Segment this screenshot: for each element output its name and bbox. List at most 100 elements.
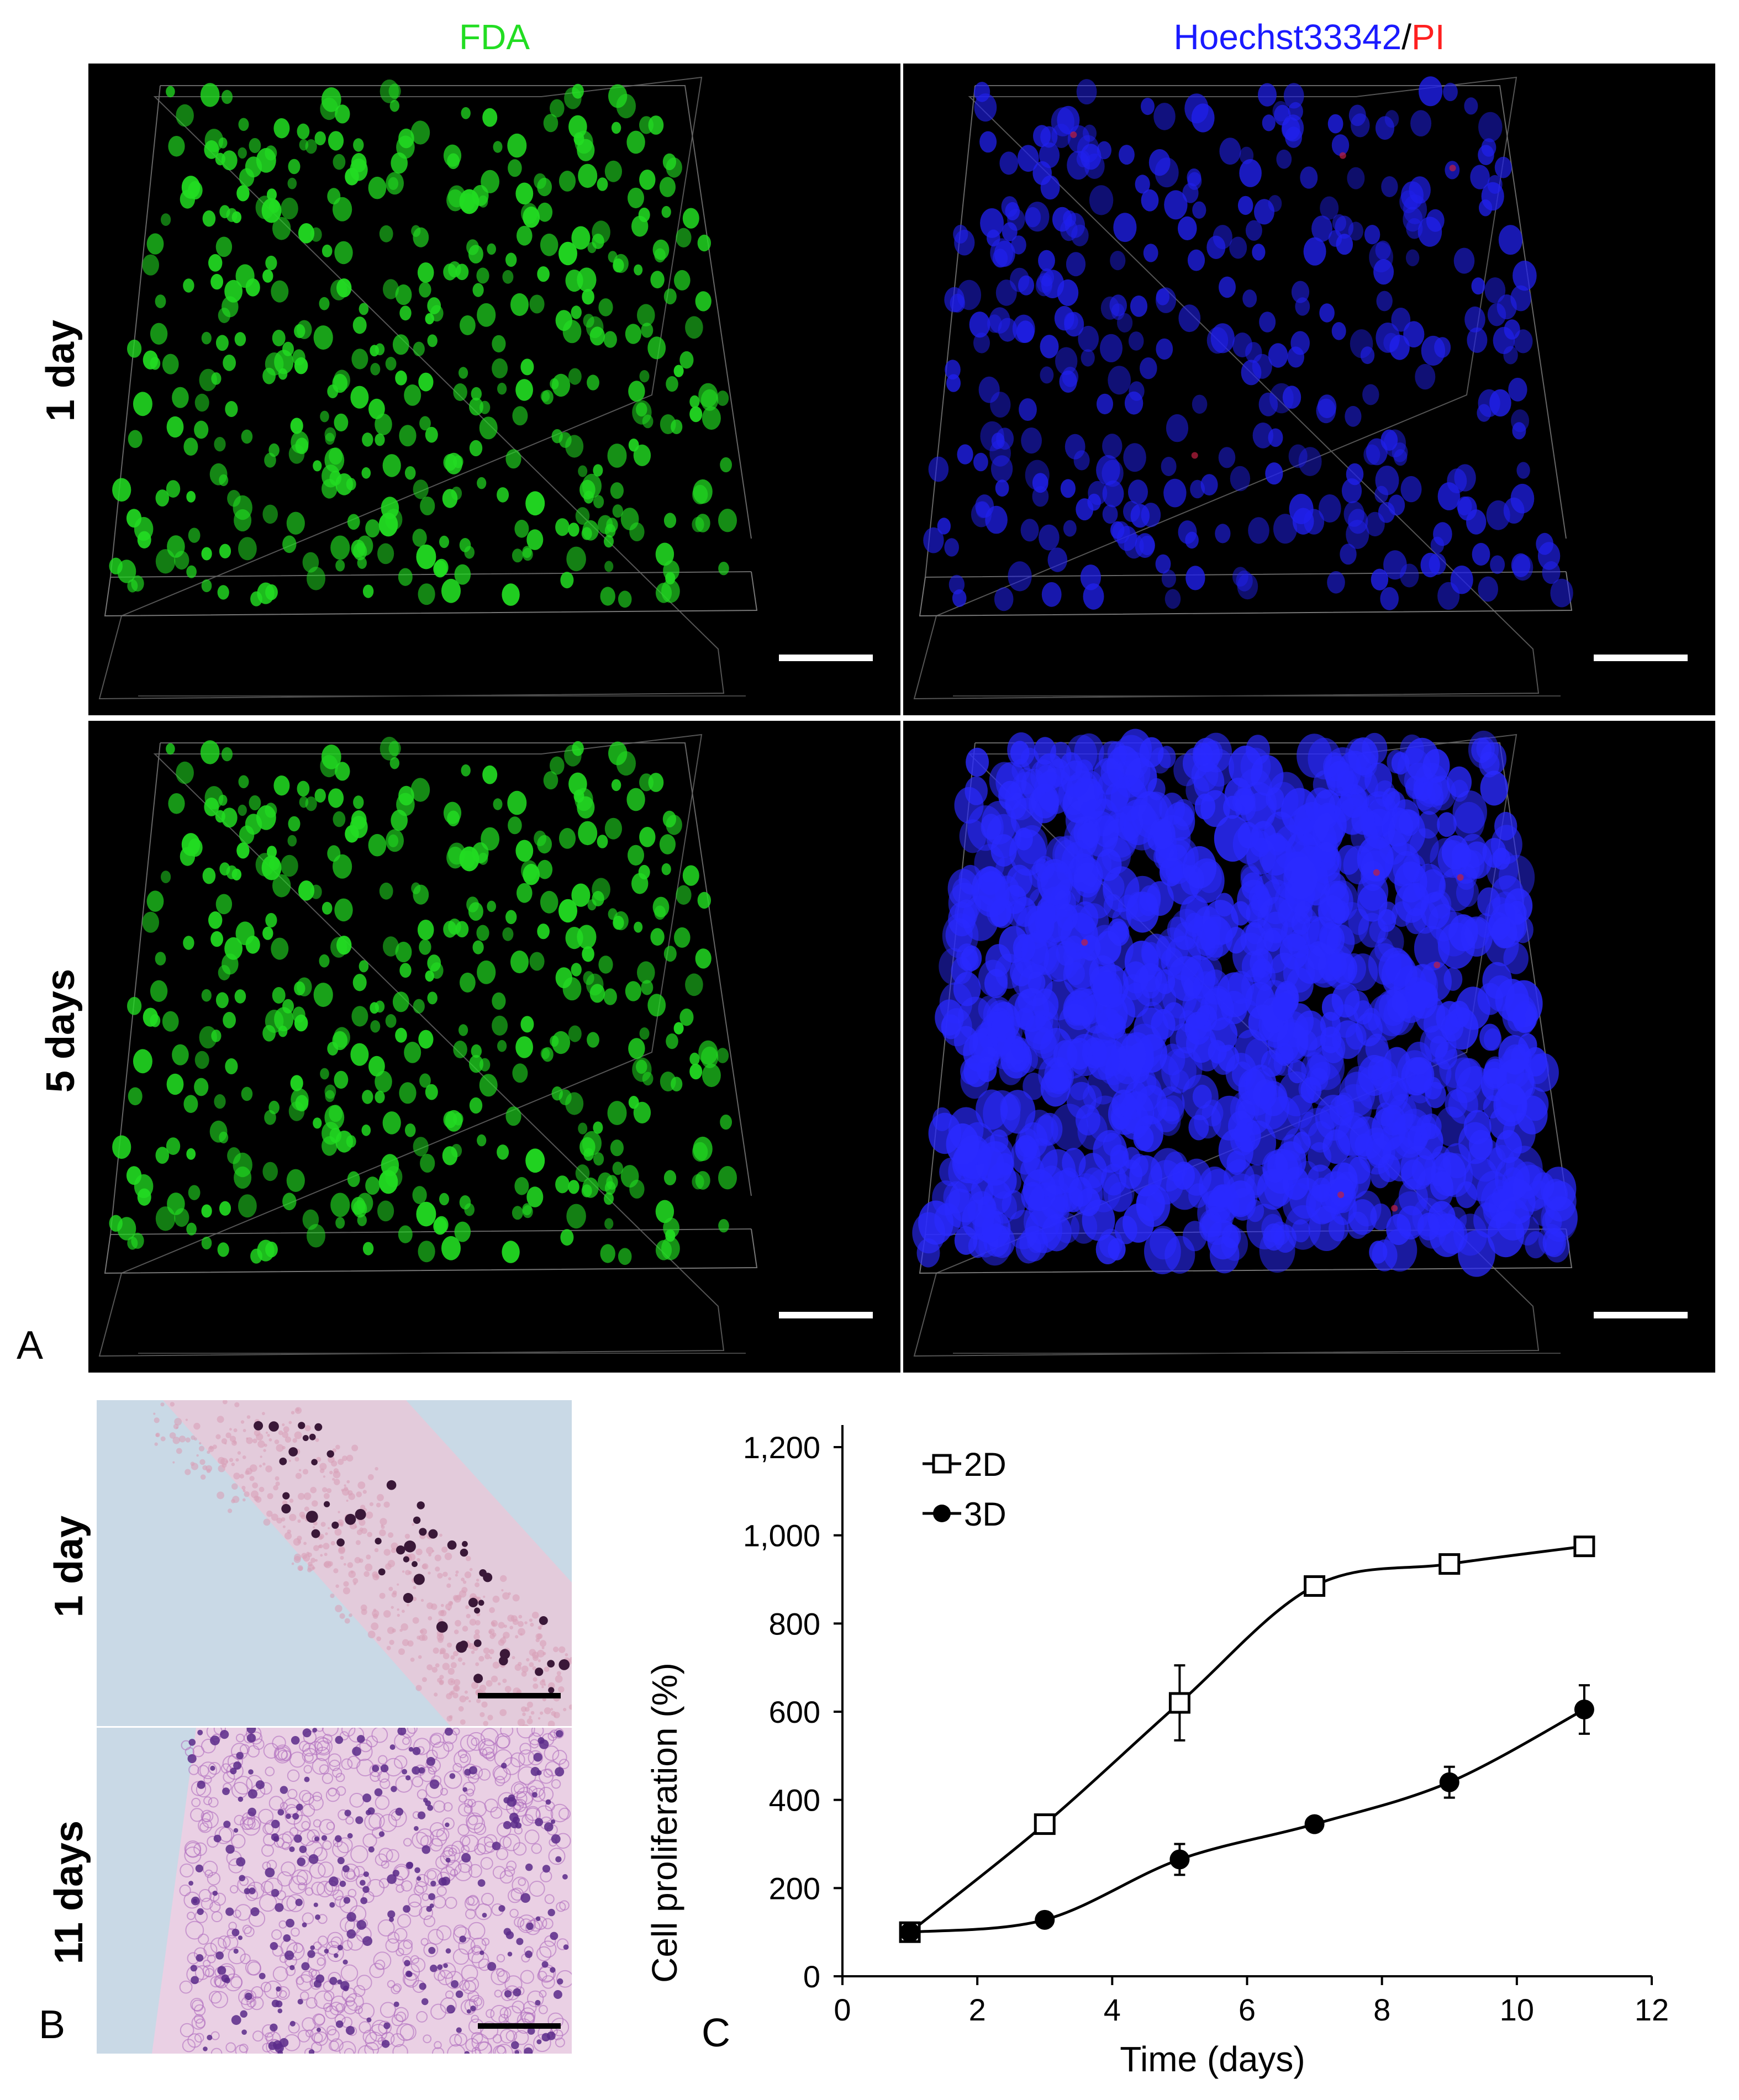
- cell-outline: [218, 1935, 231, 1949]
- cell: [143, 1007, 159, 1027]
- cell-outline: [207, 1872, 221, 1886]
- matrix-fiber: [460, 1719, 466, 1725]
- matrix-fiber: [418, 1655, 422, 1659]
- cell: [314, 788, 326, 803]
- cell: [1164, 190, 1188, 220]
- cell: [610, 1139, 624, 1157]
- nucleus: [395, 1807, 404, 1816]
- cell: [1155, 287, 1177, 313]
- cell: [225, 1058, 238, 1074]
- cell: [350, 816, 368, 838]
- cell-outline: [315, 1747, 330, 1761]
- cell: [603, 331, 617, 348]
- cell-outline: [454, 1863, 472, 1881]
- matrix-fiber: [360, 1604, 367, 1611]
- cell: [214, 437, 226, 452]
- matrix-fiber: [412, 1617, 419, 1624]
- nucleus: [464, 2051, 470, 2054]
- matrix-fiber: [558, 1646, 566, 1653]
- cell: [1422, 748, 1450, 783]
- nucleus: [335, 1835, 342, 1843]
- cell: [218, 794, 228, 806]
- cell: [660, 414, 676, 434]
- matrix-fiber: [544, 1707, 551, 1714]
- nucleus: [403, 1905, 410, 1913]
- cell: [1094, 931, 1121, 964]
- cell: [1245, 342, 1262, 363]
- cell-outline: [281, 1861, 296, 1877]
- matrix-fiber: [456, 1594, 462, 1601]
- cell: [575, 1164, 590, 1183]
- nucleus: [429, 1903, 434, 1908]
- cell: [1021, 1181, 1045, 1211]
- matrix-fiber: [303, 1492, 312, 1500]
- cell-outline: [317, 1740, 331, 1754]
- box-edge-back: [160, 742, 752, 1196]
- matrix-fiber: [391, 1548, 397, 1553]
- nucleus: [403, 1593, 414, 1603]
- matrix-fiber: [172, 1461, 175, 1464]
- cell: [583, 490, 594, 504]
- nucleus: [470, 2006, 476, 2012]
- nucleus: [466, 2009, 471, 2014]
- matrix-fiber: [315, 1438, 319, 1442]
- cell: [112, 1135, 131, 1159]
- matrix-fiber: [450, 1690, 455, 1695]
- cell: [479, 1074, 498, 1097]
- cell-outline: [408, 1893, 422, 1908]
- matrix-fiber: [302, 1469, 309, 1475]
- cell: [313, 983, 333, 1007]
- cell: [1036, 896, 1060, 926]
- matrix-fiber: [319, 1544, 323, 1549]
- cell: [142, 911, 159, 933]
- matrix-fiber: [458, 1706, 464, 1712]
- cell: [1252, 244, 1266, 261]
- matrix-fiber: [397, 1613, 400, 1617]
- matrix-fiber: [404, 1533, 410, 1539]
- cell: [661, 1237, 680, 1260]
- cell-outline: [340, 1964, 359, 1982]
- cell: [469, 1055, 483, 1073]
- cell-outline: [414, 1881, 428, 1894]
- y-tick-label: 200: [769, 1871, 820, 1906]
- matrix-fiber: [349, 1613, 352, 1617]
- cell: [427, 991, 438, 1005]
- matrix-fiber: [312, 1566, 315, 1570]
- cell: [404, 384, 421, 406]
- matrix-fiber: [434, 1554, 441, 1561]
- cell-outline: [317, 1881, 334, 1898]
- cell: [555, 1175, 570, 1194]
- cell: [379, 882, 393, 900]
- nucleus: [555, 1767, 565, 1777]
- cell: [566, 546, 586, 572]
- nucleus: [386, 1480, 397, 1490]
- cell-outline: [380, 2002, 396, 2018]
- cell: [419, 416, 431, 431]
- nucleus: [503, 1821, 512, 1829]
- cell: [689, 1052, 700, 1065]
- cell: [454, 1221, 471, 1242]
- hoechst-pi-column-title: Hoechst33342/PI: [903, 17, 1715, 57]
- cell-outline: [263, 1743, 280, 1759]
- matrix-fiber: [428, 1616, 433, 1621]
- nucleus: [544, 1822, 554, 1832]
- matrix-fiber: [383, 1610, 391, 1618]
- cell-outline: [276, 1986, 290, 2000]
- cell: [1437, 812, 1457, 837]
- cell: [1185, 531, 1199, 549]
- cell: [618, 1248, 632, 1265]
- cell: [1389, 335, 1410, 360]
- cell: [1119, 145, 1135, 165]
- matrix-fiber: [522, 1712, 526, 1716]
- nucleus: [308, 1854, 319, 1864]
- matrix-fiber: [524, 1707, 530, 1712]
- cell: [1381, 176, 1398, 197]
- nucleus: [346, 1929, 356, 1939]
- matrix-fiber: [315, 1559, 318, 1562]
- matrix-fiber: [524, 1621, 528, 1624]
- cell: [946, 1123, 979, 1165]
- matrix-fiber: [215, 1434, 221, 1439]
- nucleus: [482, 1913, 487, 1918]
- cell: [333, 197, 352, 221]
- nucleus: [238, 1935, 243, 1940]
